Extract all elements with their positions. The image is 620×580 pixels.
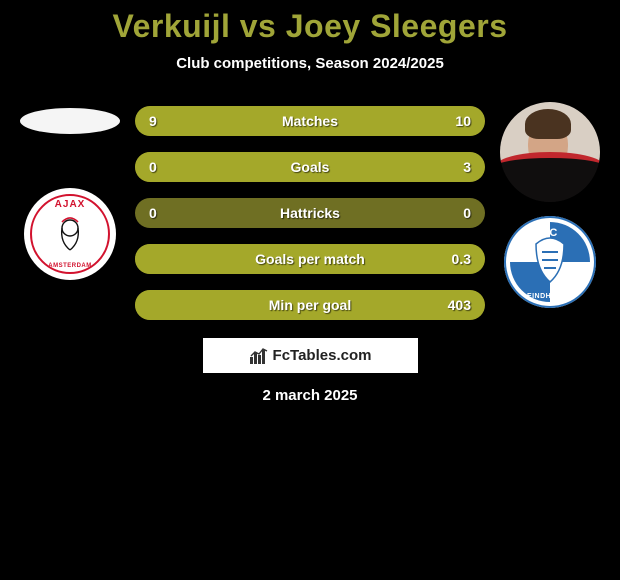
- right-player-column: FC EINDHOVEN: [495, 92, 605, 308]
- stat-label: Goals: [291, 159, 330, 175]
- stat-label: Matches: [282, 113, 338, 129]
- comparison-card: Verkuijl vs Joey Sleegers Club competiti…: [0, 0, 620, 404]
- ajax-badge-bottom-text: AMSTERDAM: [48, 263, 92, 269]
- stat-right-value: 0: [463, 205, 471, 221]
- stat-label: Hattricks: [280, 205, 340, 221]
- right-player-collar: [500, 152, 600, 202]
- stat-bars: 9 Matches 10 0 Goals 3 0 Hattricks 0 Goals per ma…: [135, 92, 485, 320]
- stat-bar: 0 Hattricks 0: [135, 198, 485, 228]
- stat-right-value: 0.3: [452, 251, 471, 267]
- stat-bar-fill-left: [135, 106, 300, 136]
- stat-label: Min per goal: [269, 297, 351, 313]
- svg-text:EINDHOVEN: EINDHOVEN: [527, 293, 573, 300]
- fc-eindhoven-icon: FC EINDHOVEN: [504, 216, 596, 308]
- comparison-row: AJAX AMSTERDAM 9 Matches 10 0 Goals 3 0 Hattric…: [0, 92, 620, 320]
- site-badge-text: FcTables.com: [273, 347, 372, 364]
- stat-left-value: 0: [149, 205, 157, 221]
- stat-right-value: 3: [463, 159, 471, 175]
- stat-right-value: 403: [448, 297, 471, 313]
- left-player-avatar: [20, 108, 120, 134]
- stat-bar: 9 Matches 10: [135, 106, 485, 136]
- stat-bar: Min per goal 403: [135, 290, 485, 320]
- stat-right-value: 10: [455, 113, 471, 129]
- ajax-badge-ring: AJAX AMSTERDAM: [30, 194, 110, 274]
- ajax-badge-top-text: AJAX: [55, 199, 86, 210]
- site-badge[interactable]: FcTables.com: [203, 338, 418, 373]
- stat-bar: Goals per match 0.3: [135, 244, 485, 274]
- left-player-column: AJAX AMSTERDAM: [15, 92, 125, 280]
- stat-bar: 0 Goals 3: [135, 152, 485, 182]
- left-club-badge: AJAX AMSTERDAM: [24, 188, 116, 280]
- page-subtitle: Club competitions, Season 2024/2025: [0, 55, 620, 72]
- stat-left-value: 0: [149, 159, 157, 175]
- right-club-badge: FC EINDHOVEN: [504, 216, 596, 308]
- svg-text:FC: FC: [543, 227, 558, 239]
- right-player-avatar: [500, 102, 600, 202]
- footer-date: 2 march 2025: [0, 387, 620, 404]
- ajax-head-icon: [48, 212, 92, 256]
- bars-icon: [249, 347, 269, 365]
- page-title: Verkuijl vs Joey Sleegers: [0, 8, 620, 45]
- stat-label: Goals per match: [255, 251, 365, 267]
- stat-left-value: 9: [149, 113, 157, 129]
